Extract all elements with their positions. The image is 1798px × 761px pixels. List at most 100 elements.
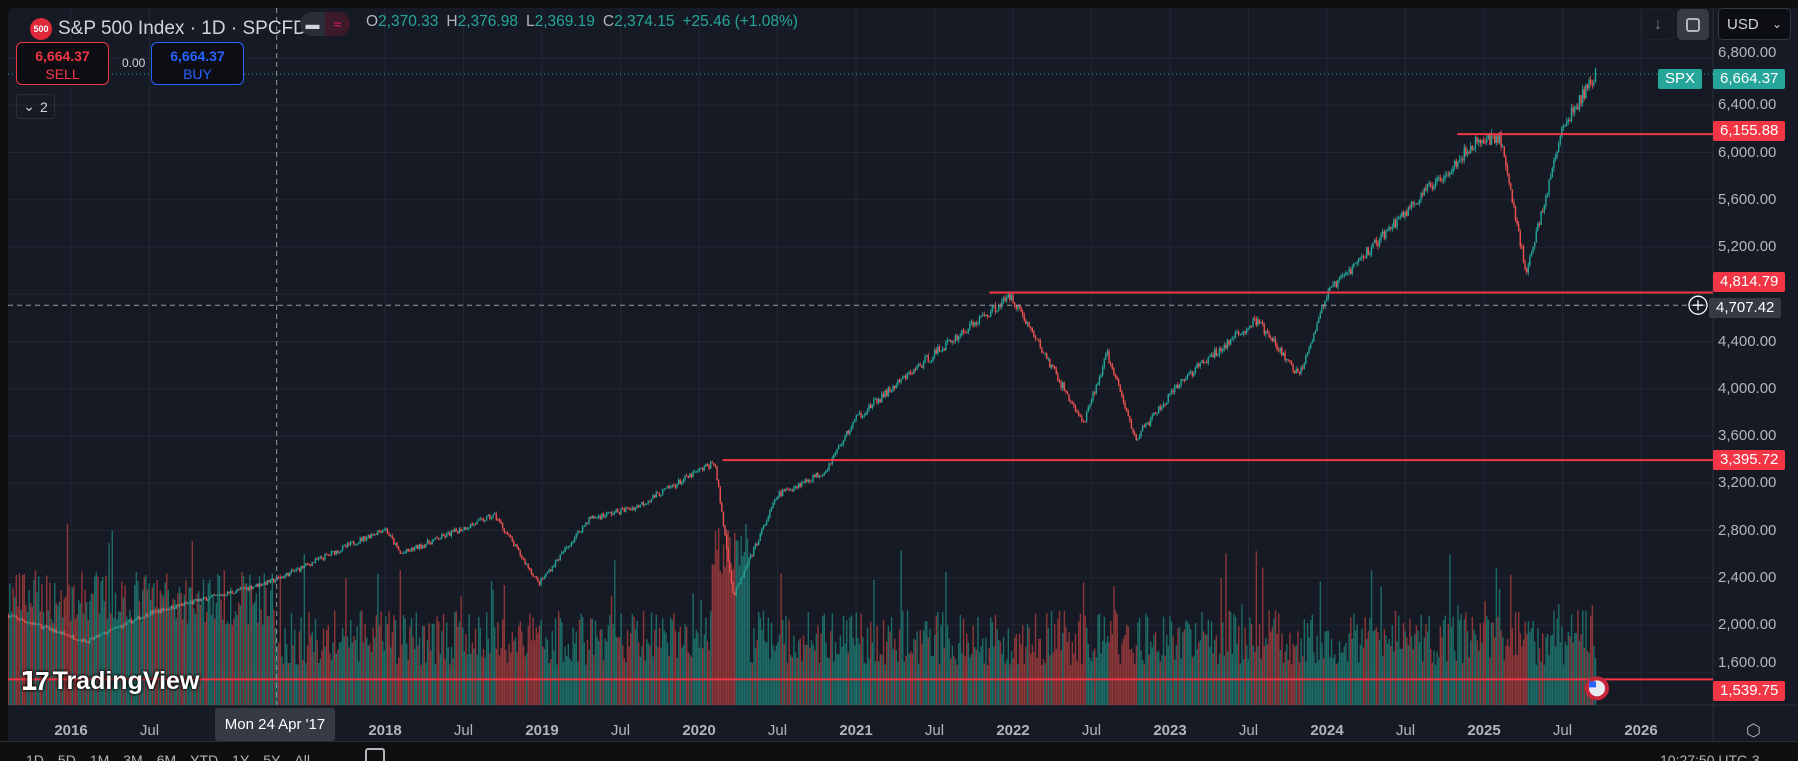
volume-bar (159, 590, 162, 705)
range-button-1y[interactable]: 1Y (232, 752, 250, 761)
candle (620, 508, 622, 515)
volume-bar (1129, 649, 1131, 705)
scroll-to-latest-button[interactable]: ↓ (1642, 9, 1674, 40)
volume-bar (622, 645, 624, 705)
volume-bar (764, 641, 766, 705)
buy-button[interactable]: 6,664.37 BUY (151, 42, 244, 85)
volume-bar (788, 619, 790, 705)
candle (1282, 352, 1285, 356)
volume-bar (444, 659, 446, 705)
candle (327, 554, 329, 556)
candle (1423, 188, 1425, 196)
candle (1359, 258, 1361, 259)
volume-bar (950, 658, 952, 705)
candle (685, 475, 688, 477)
candle (1117, 379, 1120, 386)
candle (804, 479, 806, 483)
volume-bar (433, 623, 435, 705)
candle (503, 528, 505, 533)
volume-bar (812, 644, 814, 705)
range-button-1m[interactable]: 1M (89, 752, 110, 761)
candle (1033, 331, 1035, 337)
candle (1167, 394, 1169, 403)
volume-bar (1572, 642, 1574, 705)
candle (365, 537, 368, 541)
volume-bar (684, 624, 686, 705)
volume-bar (1300, 638, 1302, 705)
volume-bar (884, 664, 886, 705)
volume-bar (1530, 628, 1533, 705)
candle (524, 558, 526, 564)
sell-button[interactable]: 6,664.37 SELL (16, 42, 109, 85)
candle (1572, 107, 1574, 113)
candle (492, 514, 494, 518)
market-status-toggle[interactable]: ▬ ≈ (300, 12, 350, 36)
candle (309, 564, 312, 566)
volume-bar (20, 609, 22, 705)
candle (330, 551, 333, 555)
candle (1471, 146, 1473, 150)
volume-bar (815, 633, 818, 705)
volume-bar (468, 613, 470, 705)
volume-bar (1295, 644, 1298, 705)
candle (903, 376, 905, 378)
candle (1141, 425, 1144, 431)
candle (1199, 362, 1201, 367)
volume-bar (425, 662, 427, 705)
range-button-5y[interactable]: 5Y (263, 752, 281, 761)
candle (1089, 404, 1091, 408)
candle (425, 544, 427, 548)
symbol-title[interactable]: 500 S&P 500 Index · 1D · SPCFD (30, 18, 307, 40)
volume-bar (1124, 635, 1126, 705)
volume-bar (1241, 604, 1243, 705)
volume-bar (1172, 636, 1174, 705)
candle (370, 534, 373, 539)
volume-bar (126, 616, 128, 705)
volume-bar (1590, 615, 1592, 705)
range-button-ytd[interactable]: YTD (190, 752, 219, 761)
range-button-6m[interactable]: 6M (156, 752, 177, 761)
tradingview-watermark[interactable]: 𝟭7 TradingView (20, 666, 199, 697)
candle (237, 589, 240, 591)
candle (881, 393, 883, 403)
calendar-icon[interactable] (365, 748, 385, 761)
candle (761, 529, 763, 534)
candle (596, 516, 598, 518)
volume-bar (596, 636, 598, 705)
range-button-all[interactable]: All (294, 752, 310, 761)
volume-bar (758, 612, 760, 705)
range-button-1d[interactable]: 1D (26, 752, 44, 761)
fullscreen-button[interactable] (1677, 9, 1709, 40)
candle (780, 491, 782, 496)
volume-bar (745, 523, 747, 705)
candle (1508, 174, 1510, 184)
candle (1010, 295, 1013, 300)
volume-bar (1078, 621, 1080, 705)
settings-icon[interactable]: ⬡ (1746, 721, 1761, 740)
candle (239, 587, 241, 590)
indicators-collapse-button[interactable]: ⌄ 2 (16, 94, 55, 119)
candle (767, 516, 769, 521)
volume-bar (1276, 633, 1278, 705)
currency-select[interactable]: USD ⌄ (1718, 8, 1791, 40)
volume-bar (1122, 638, 1125, 705)
volume-bar (1377, 632, 1379, 705)
candle (466, 528, 469, 530)
volume-bar (177, 593, 179, 705)
volume-bar (415, 612, 418, 705)
chart-pane[interactable]: 500 S&P 500 Index · 1D · SPCFD ▬ ≈ O2,37… (8, 8, 1798, 741)
candle (1012, 295, 1014, 303)
price-chart[interactable] (8, 8, 1798, 741)
clock: 10:27:50 UTC-3 (1660, 752, 1760, 761)
candle (1378, 240, 1381, 246)
candle (530, 569, 533, 575)
volume-bar (247, 624, 250, 705)
volume-bar (388, 611, 390, 705)
volume-bar (1015, 634, 1018, 705)
range-button-5d[interactable]: 5D (57, 752, 76, 761)
candle (1287, 359, 1289, 361)
candle (821, 475, 824, 477)
volume-bar (1159, 661, 1162, 705)
range-button-3m[interactable]: 3M (123, 752, 143, 761)
candle (653, 495, 656, 498)
